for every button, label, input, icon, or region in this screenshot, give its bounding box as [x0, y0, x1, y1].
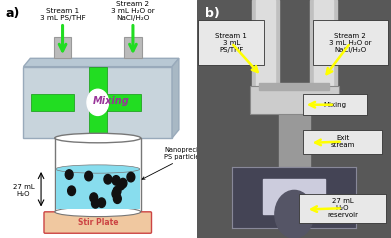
Bar [89, 67, 107, 138]
Polygon shape [259, 83, 329, 90]
FancyBboxPatch shape [303, 130, 382, 154]
Circle shape [113, 186, 121, 196]
Polygon shape [232, 167, 356, 228]
Circle shape [119, 178, 127, 188]
FancyBboxPatch shape [198, 20, 264, 65]
Circle shape [112, 176, 120, 185]
Ellipse shape [55, 207, 141, 217]
Text: Stream 2
3 mL H₂O or
NaCl/H₂O: Stream 2 3 mL H₂O or NaCl/H₂O [111, 1, 155, 21]
Text: Stir Plate: Stir Plate [77, 218, 118, 227]
Text: Stream 1
3 mL PS/THF: Stream 1 3 mL PS/THF [40, 8, 85, 21]
Circle shape [85, 171, 93, 181]
FancyBboxPatch shape [303, 94, 367, 115]
FancyBboxPatch shape [55, 138, 141, 212]
Polygon shape [256, 0, 275, 90]
Ellipse shape [56, 165, 140, 173]
Polygon shape [314, 0, 333, 90]
Circle shape [91, 198, 99, 208]
Polygon shape [197, 0, 391, 238]
Text: Stream 2
3 mL H₂O or
NaCl/H₂O: Stream 2 3 mL H₂O or NaCl/H₂O [329, 33, 371, 53]
Circle shape [127, 172, 135, 182]
Bar [98, 94, 141, 111]
Text: b): b) [205, 7, 220, 20]
Circle shape [98, 198, 106, 208]
Circle shape [87, 89, 109, 115]
Circle shape [68, 186, 75, 196]
Circle shape [90, 193, 98, 203]
FancyBboxPatch shape [250, 86, 339, 114]
Circle shape [117, 180, 125, 190]
Circle shape [104, 174, 112, 184]
Polygon shape [279, 114, 310, 171]
Text: Stream 1
3 mL
PS/THF: Stream 1 3 mL PS/THF [215, 33, 247, 53]
Bar [124, 37, 142, 58]
Circle shape [112, 189, 120, 198]
Polygon shape [23, 58, 179, 67]
Text: 27 mL
H₂O: 27 mL H₂O [13, 184, 34, 197]
Text: Nanoprecipitated
PS particles: Nanoprecipitated PS particles [142, 147, 222, 179]
Text: Mixing: Mixing [93, 96, 130, 106]
FancyBboxPatch shape [299, 194, 386, 223]
Text: Exit
stream: Exit stream [330, 135, 355, 148]
Polygon shape [252, 0, 279, 90]
FancyBboxPatch shape [23, 67, 172, 138]
Polygon shape [310, 0, 337, 90]
FancyBboxPatch shape [44, 212, 152, 233]
Bar [31, 94, 74, 111]
Text: a): a) [6, 7, 20, 20]
Polygon shape [172, 58, 179, 138]
Bar [54, 37, 72, 58]
Ellipse shape [55, 133, 141, 143]
FancyBboxPatch shape [313, 20, 388, 65]
FancyBboxPatch shape [56, 169, 140, 209]
Text: 27 mL
H₂O
reservoir: 27 mL H₂O reservoir [327, 198, 358, 218]
Text: Mixing: Mixing [323, 102, 346, 108]
Polygon shape [263, 178, 325, 214]
Circle shape [275, 190, 314, 238]
Circle shape [65, 170, 73, 179]
Circle shape [113, 194, 121, 203]
